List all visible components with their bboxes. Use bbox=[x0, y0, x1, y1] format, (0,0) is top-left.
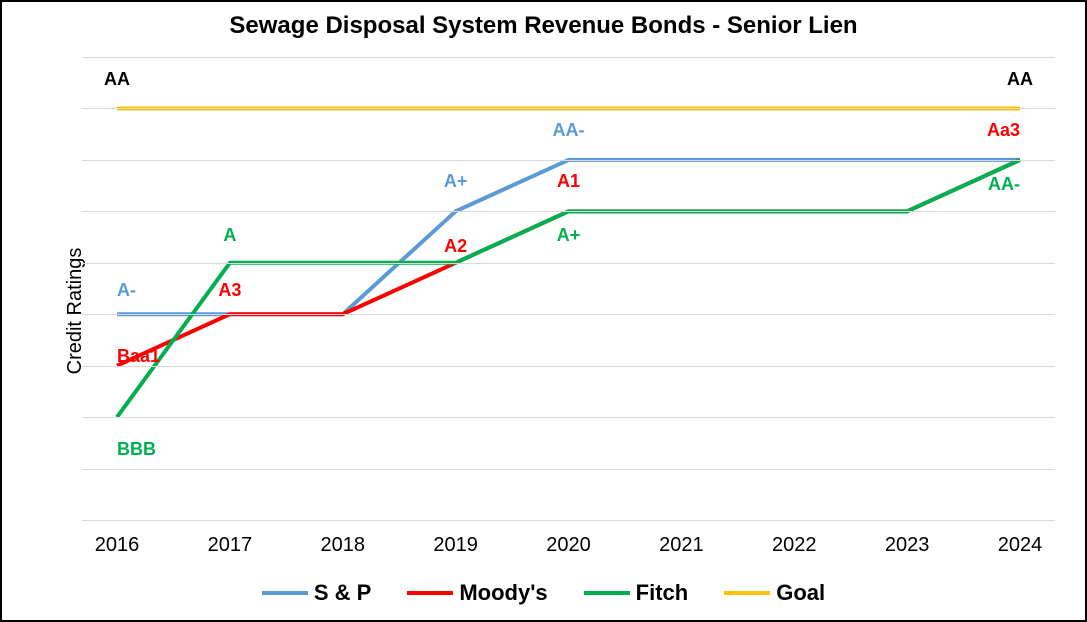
gridline bbox=[82, 211, 1055, 212]
x-tick-label: 2024 bbox=[998, 534, 1043, 557]
gridline bbox=[82, 263, 1055, 264]
gridline bbox=[82, 160, 1055, 161]
data-label: A+ bbox=[444, 171, 468, 192]
data-label: AA- bbox=[988, 174, 1020, 195]
data-label: A- bbox=[117, 280, 136, 301]
x-tick-label: 2017 bbox=[208, 534, 253, 557]
gridline bbox=[82, 57, 1055, 58]
legend-item: Goal bbox=[724, 580, 825, 606]
legend: S & P Moody's Fitch Goal bbox=[2, 575, 1085, 606]
x-tick-label: 2018 bbox=[321, 534, 366, 557]
legend-swatch bbox=[584, 591, 630, 595]
plot-area: 201620172018201920202021202220232024AAAA… bbox=[82, 57, 1055, 520]
data-label: Baa1 bbox=[117, 346, 160, 367]
data-label: A1 bbox=[557, 171, 580, 192]
legend-swatch bbox=[407, 591, 453, 595]
data-label: AA- bbox=[553, 120, 585, 141]
legend-item: Moody's bbox=[407, 580, 547, 606]
legend-item: Fitch bbox=[584, 580, 689, 606]
gridline bbox=[82, 314, 1055, 315]
x-tick-label: 2022 bbox=[772, 534, 817, 557]
data-label: A+ bbox=[557, 225, 581, 246]
gridline bbox=[82, 417, 1055, 418]
chart-frame: Sewage Disposal System Revenue Bonds - S… bbox=[0, 0, 1087, 622]
data-label: A2 bbox=[444, 236, 467, 257]
legend-label: Goal bbox=[776, 580, 825, 606]
legend-label: Fitch bbox=[636, 580, 689, 606]
legend-swatch bbox=[724, 591, 770, 595]
data-label: Aa3 bbox=[987, 120, 1020, 141]
gridline bbox=[82, 469, 1055, 470]
x-tick-label: 2016 bbox=[95, 534, 140, 557]
data-label: AA bbox=[1007, 69, 1033, 90]
legend-label: Moody's bbox=[459, 580, 547, 606]
data-label: AA bbox=[104, 69, 130, 90]
x-tick-label: 2021 bbox=[659, 534, 704, 557]
data-label: BBB bbox=[117, 439, 156, 460]
gridline bbox=[82, 366, 1055, 367]
chart-title: Sewage Disposal System Revenue Bonds - S… bbox=[2, 12, 1085, 40]
gridline bbox=[82, 108, 1055, 109]
data-label: A bbox=[223, 225, 236, 246]
legend-swatch bbox=[262, 591, 308, 595]
x-tick-label: 2020 bbox=[546, 534, 591, 557]
x-tick-label: 2019 bbox=[433, 534, 478, 557]
series-line-fitch bbox=[117, 160, 1020, 417]
legend-label: S & P bbox=[314, 580, 371, 606]
data-label: A3 bbox=[218, 280, 241, 301]
gridline bbox=[82, 520, 1055, 521]
legend-item: S & P bbox=[262, 580, 371, 606]
x-tick-label: 2023 bbox=[885, 534, 930, 557]
